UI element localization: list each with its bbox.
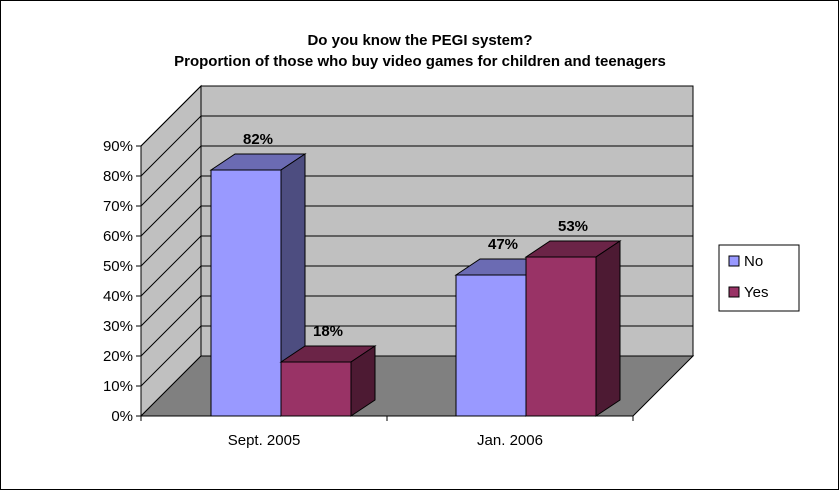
- bar-yes: [525, 256, 597, 417]
- gridline: [140, 205, 693, 267]
- y-tick-label: 40%: [103, 288, 133, 305]
- chart-title: Do you know the PEGI system?: [307, 32, 532, 49]
- data-label: 53%: [558, 218, 588, 235]
- x-tick-label: Jan. 2006: [477, 432, 543, 449]
- legend-label: Yes: [744, 284, 768, 301]
- gridline: [140, 235, 693, 297]
- chart-subtitle: Proportion of those who buy video games …: [174, 53, 666, 70]
- legend-swatch: [728, 255, 740, 267]
- gridline: [140, 175, 693, 237]
- legend-swatch: [728, 286, 740, 298]
- bar-yes-side: [595, 240, 621, 417]
- y-tick-label: 0%: [111, 408, 133, 425]
- y-tick-label: 10%: [103, 378, 133, 395]
- bar-no: [455, 274, 527, 417]
- y-tick-label: 60%: [103, 228, 133, 245]
- y-tick-label: 50%: [103, 258, 133, 275]
- data-label: 82%: [243, 131, 273, 148]
- x-tick-label: Sept. 2005: [228, 432, 301, 449]
- legend-label: No: [744, 253, 763, 270]
- gridline: [140, 85, 693, 147]
- bar-no: [210, 169, 282, 417]
- data-label: 18%: [313, 323, 343, 340]
- gridline: [140, 145, 693, 207]
- y-tick-label: 90%: [103, 138, 133, 155]
- bar-yes: [280, 361, 352, 417]
- y-tick-label: 30%: [103, 318, 133, 335]
- y-tick-label: 20%: [103, 348, 133, 365]
- y-tick-label: 70%: [103, 198, 133, 215]
- y-tick-label: 80%: [103, 168, 133, 185]
- data-label: 47%: [488, 236, 518, 253]
- gridline: [140, 115, 693, 177]
